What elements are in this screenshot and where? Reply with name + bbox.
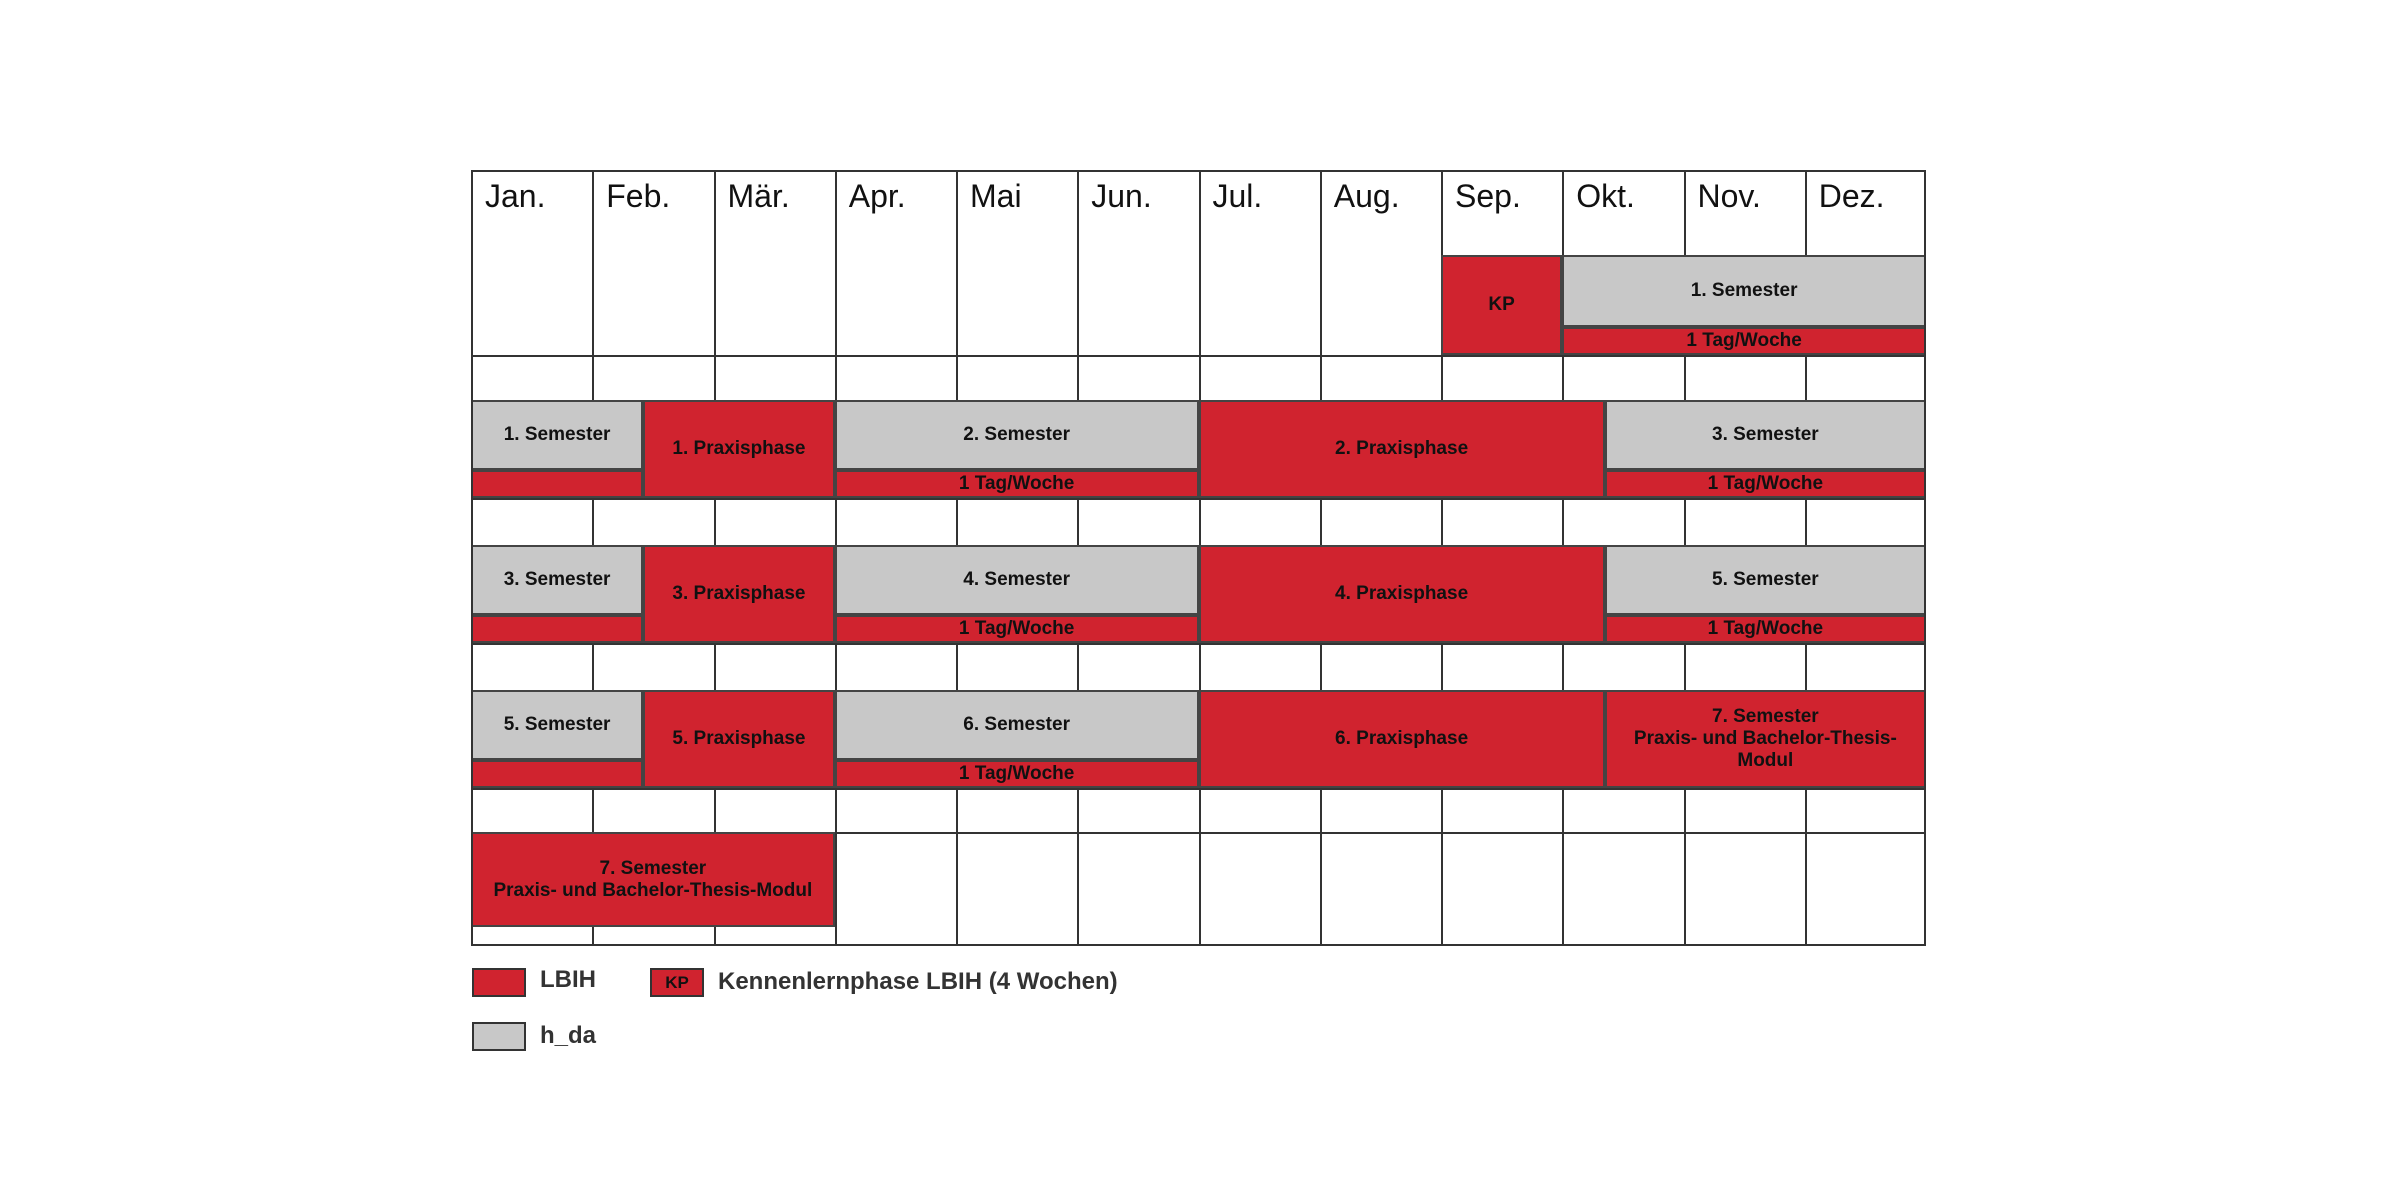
weekly-day-block: 1 Tag/Woche bbox=[1604, 470, 1926, 498]
semester-block: 5. Semester bbox=[1604, 545, 1926, 615]
legend-swatch-kp: KP bbox=[650, 968, 704, 997]
semester-block: 3. Semester bbox=[1604, 400, 1926, 470]
legend-swatch-hda bbox=[472, 1022, 526, 1051]
weekly-day-block: 1 Tag/Woche bbox=[834, 470, 1199, 498]
legend-swatch-lbih bbox=[472, 968, 526, 997]
row-separator bbox=[471, 788, 1926, 790]
lbih-strip bbox=[471, 470, 644, 498]
weekly-day-block: 1 Tag/Woche bbox=[1562, 327, 1926, 355]
weekly-day-block: 1 Tag/Woche bbox=[1604, 615, 1926, 643]
month-label: Jan. bbox=[485, 178, 546, 214]
lbih-strip bbox=[471, 615, 644, 643]
month-label: Mai bbox=[970, 178, 1022, 214]
month-label: Aug. bbox=[1333, 178, 1400, 214]
legend-label-hda: h_da bbox=[540, 1022, 597, 1049]
weekly-day-block: 1 Tag/Woche bbox=[834, 760, 1199, 788]
semester-block: 4. Semester bbox=[834, 545, 1199, 615]
row-separator bbox=[471, 355, 1926, 357]
semester-block: 1. Semester bbox=[1562, 255, 1926, 327]
praxisphase-block: 2. Praxisphase bbox=[1198, 400, 1605, 498]
month-label: Jun. bbox=[1091, 178, 1152, 214]
month-label: Mär. bbox=[727, 178, 790, 214]
semester-block: 2. Semester bbox=[834, 400, 1199, 470]
month-label: Apr. bbox=[848, 178, 906, 214]
weekly-day-block: 1 Tag/Woche bbox=[834, 615, 1199, 643]
semester-block: 1. Semester bbox=[471, 400, 644, 470]
row-separator bbox=[471, 832, 1926, 834]
praxisphase-block: 3. Praxisphase bbox=[643, 545, 835, 643]
praxisphase-block: 5. Praxisphase bbox=[643, 690, 835, 788]
month-label: Jul. bbox=[1212, 178, 1263, 214]
kp-block: KP bbox=[1441, 255, 1563, 355]
semester-block: 3. Semester bbox=[471, 545, 644, 615]
legend-label-kp: Kennenlernphase LBIH (4 Wochen) bbox=[718, 968, 1118, 995]
thesis-module-block: 7. Semester Praxis- und Bachelor-Thesis-… bbox=[471, 832, 835, 927]
praxisphase-block: 1. Praxisphase bbox=[643, 400, 835, 498]
month-label: Dez. bbox=[1818, 178, 1885, 214]
month-label: Nov. bbox=[1697, 178, 1761, 214]
thesis-module-block: 7. Semester Praxis- und Bachelor-Thesis-… bbox=[1604, 690, 1926, 788]
lbih-strip bbox=[471, 760, 644, 788]
month-label: Okt. bbox=[1576, 178, 1635, 214]
legend-label-lbih: LBIH bbox=[540, 966, 596, 993]
row-separator bbox=[471, 498, 1926, 500]
praxisphase-block: 6. Praxisphase bbox=[1198, 690, 1605, 788]
semester-block: 6. Semester bbox=[834, 690, 1199, 760]
month-label: Sep. bbox=[1455, 178, 1521, 214]
semester-block: 5. Semester bbox=[471, 690, 644, 760]
praxisphase-block: 4. Praxisphase bbox=[1198, 545, 1605, 643]
row-separator bbox=[471, 643, 1926, 645]
month-label: Feb. bbox=[606, 178, 671, 214]
